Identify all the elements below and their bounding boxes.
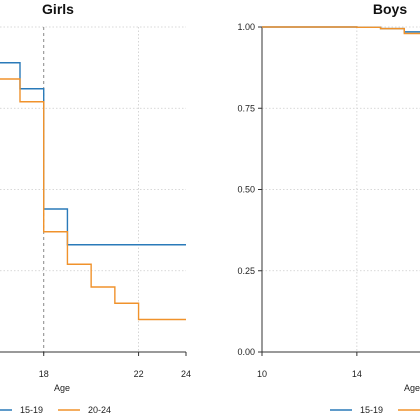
x-tick-label: 14 — [352, 369, 362, 379]
legend-label: 20-24 — [88, 405, 111, 415]
panel-title: Boys — [373, 1, 407, 17]
x-tick-label: 18 — [39, 369, 49, 379]
series-line-15-19 — [262, 26, 420, 33]
y-tick-label: 0.00 — [237, 347, 255, 357]
series-line-20-24 — [0, 78, 186, 321]
legend-label: 15-19 — [20, 405, 43, 415]
x-tick-label: 10 — [257, 369, 267, 379]
x-tick-label: 24 — [181, 369, 191, 379]
x-axis-label: Age — [404, 383, 420, 393]
series-line-20-24 — [262, 26, 420, 35]
y-tick-label: 0.50 — [237, 185, 255, 195]
series-line-15-19 — [0, 62, 186, 246]
x-axis-label: Age — [54, 383, 70, 393]
y-tick-label: 0.75 — [237, 103, 255, 113]
y-tick-label: 0.25 — [237, 266, 255, 276]
panel-title: Girls — [42, 1, 74, 17]
y-tick-label: 1.00 — [237, 22, 255, 32]
x-tick-label: 22 — [134, 369, 144, 379]
legend-label: 15-19 — [360, 405, 383, 415]
